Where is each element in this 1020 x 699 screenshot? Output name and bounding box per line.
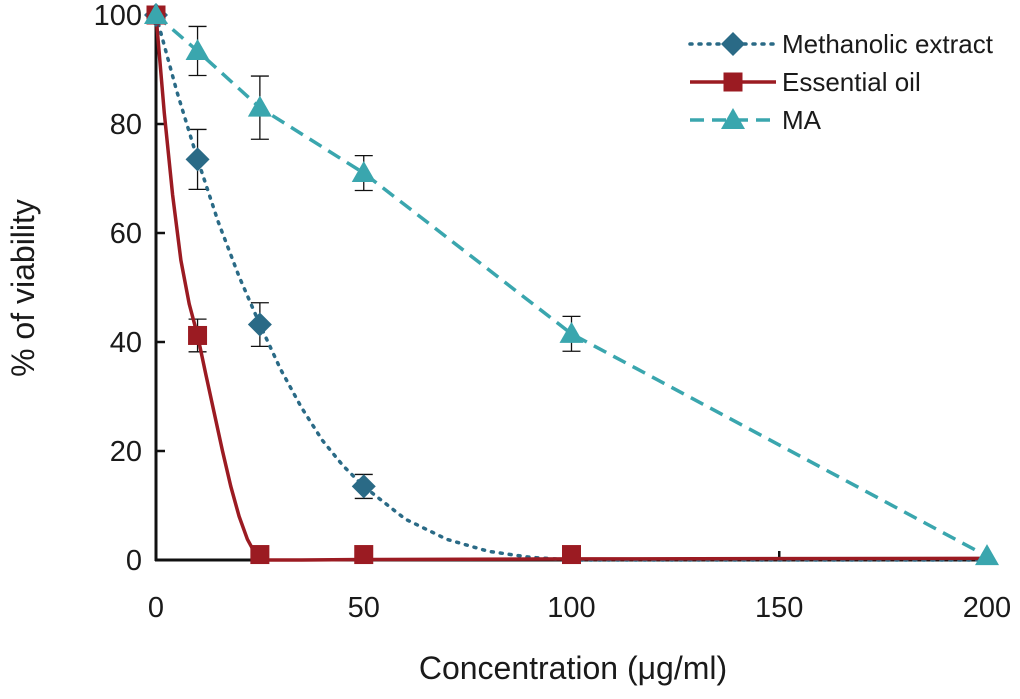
x-tick-label: 100 [547,592,595,624]
ma-point [351,161,376,183]
essential-oil-point [354,545,374,565]
y-axis-title: % of viability [5,199,41,377]
methanolic-extract-point [247,312,272,337]
legend-essential-oil-marker [723,72,743,92]
x-axis-title: Concentration (μg/ml) [419,650,727,686]
series-markers [144,3,999,566]
essential-oil-point [188,325,208,345]
legend-ma-marker [721,108,745,129]
essential-oil-line [154,14,988,562]
ma-point [559,321,584,343]
y-tick-label: 80 [110,109,142,141]
ma-point [247,95,272,117]
legend-methanolic-extract-marker [721,32,745,56]
methanolic-extract-point [185,147,210,172]
y-tick-label: 20 [110,436,142,468]
legend-methanolic-extract-label: Methanolic extract [782,29,994,59]
methanolic-extract-point [351,474,376,499]
y-tick-label: 60 [110,218,142,250]
y-tick-label: 0 [126,545,142,577]
series-lines [154,13,989,562]
legend-ma-label: MA [782,105,822,135]
x-tick-label: 150 [755,592,803,624]
legend-essential-oil-label: Essential oil [782,67,921,97]
ma-point [185,38,210,60]
ma-point [144,3,168,24]
legend: Methanolic extract Essential oil MA [688,29,994,135]
ma-line [154,13,988,558]
x-tick-label: 0 [148,592,164,624]
ma-point [975,544,999,566]
x-tick-label: 200 [963,592,1011,624]
y-tick-label: 40 [110,327,142,359]
x-tick-label: 50 [348,592,380,624]
essential-oil-point [250,545,270,565]
essential-oil-point [562,545,581,565]
y-tick-label: 100 [94,0,142,32]
axes: 0 20 40 60 80 100 0 50 100 150 200 [94,0,1012,624]
